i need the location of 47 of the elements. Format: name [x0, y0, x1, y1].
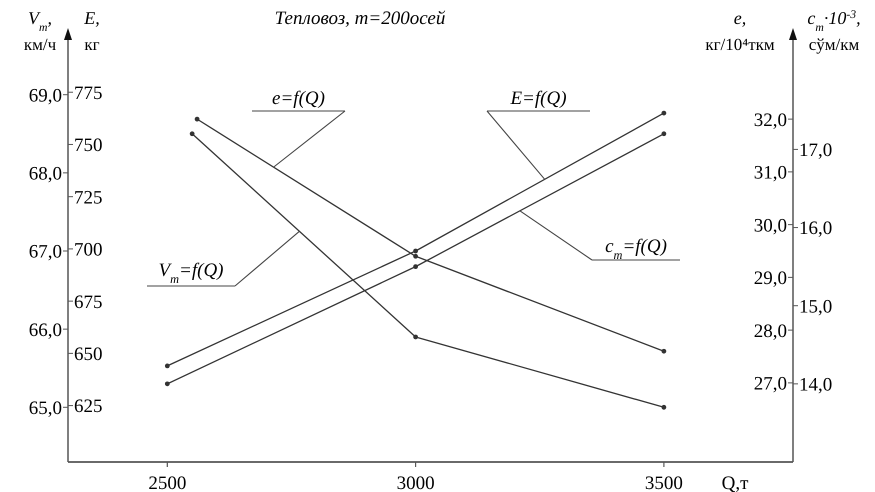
point: [661, 131, 666, 136]
y-tick-label: 29,0: [754, 268, 787, 290]
y-tick-label: 27,0: [754, 374, 787, 395]
point: [661, 110, 666, 116]
y-tick-label: 30,0: [754, 215, 787, 236]
y2-tick-label: 650: [74, 344, 102, 366]
x-tick-label: 3500: [644, 473, 683, 492]
y-tick-label: 69,0: [28, 85, 62, 106]
y2-tick-label: 15,0: [799, 296, 832, 318]
y2-axis-title: c$_{т}$·10$^{-3}$, сўм/км: [807, 8, 861, 54]
text: c$_{т}$=f(Q): [605, 236, 667, 262]
point: [190, 131, 195, 136]
point: [413, 264, 418, 270]
y2-tick-label: 17,0: [799, 140, 832, 162]
point: [661, 348, 666, 354]
y2-tick-label: 14,0: [799, 374, 832, 396]
y2-tick-label: 750: [74, 135, 102, 156]
y-tick-label: 31,0: [754, 162, 787, 184]
y-tick-label: 32,0: [754, 110, 787, 131]
y-tick-label: 68,0: [28, 164, 62, 184]
point: [164, 381, 170, 386]
y2-tick-label: 775: [74, 82, 102, 104]
y-axis-title: e, кг/10⁴ткм: [705, 8, 775, 54]
y2-tick-label: 725: [74, 187, 102, 208]
point: [413, 248, 418, 254]
y-axis-title: V$_{т}$, км/ч: [24, 8, 57, 54]
point: [413, 334, 418, 340]
y2-axis-title: E, кг: [83, 8, 100, 54]
text: e=f(Q): [272, 88, 325, 109]
y-tick-label: 65,0: [28, 398, 62, 419]
y-tick-label: 67,0: [28, 242, 62, 263]
point: [164, 364, 170, 368]
text: V$_{т}$=f(Q): [158, 260, 224, 286]
y2-tick-label: 675: [74, 292, 102, 313]
y2-tick-label: 700: [74, 240, 102, 261]
point: [194, 116, 200, 122]
text: E=f(Q): [509, 88, 567, 109]
x-tick-label: 2500: [148, 473, 186, 492]
point: [661, 404, 666, 410]
y-tick-label: 66,0: [28, 320, 62, 341]
y2-tick-label: 625: [74, 396, 102, 418]
point: [413, 254, 418, 259]
chart-title: Тепловоз, m=200осей: [274, 8, 446, 29]
x-axis-title: Q,т: [722, 473, 750, 492]
x-tick-label: 3000: [396, 473, 435, 492]
y-tick-label: 28,0: [754, 320, 787, 342]
y2-tick-label: 16,0: [799, 218, 832, 240]
